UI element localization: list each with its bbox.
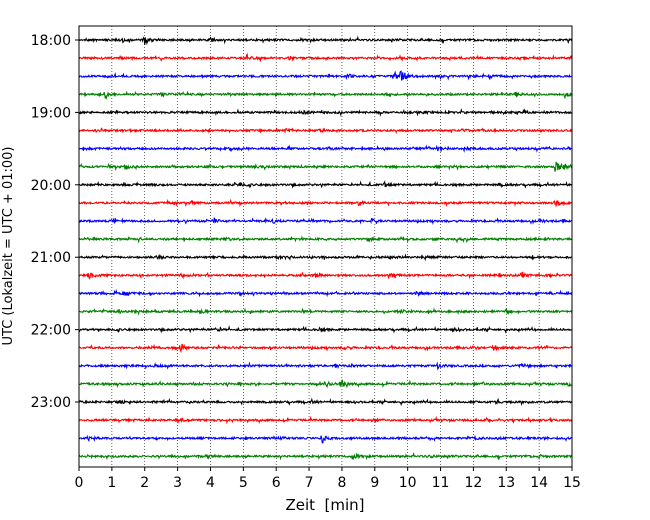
- trace-1830: [78, 70, 573, 81]
- seismic-traces: [78, 35, 573, 461]
- trace-2300: [78, 397, 572, 407]
- y-axis-label: UTC (Lokalzeit = UTC + 01:00): [1, 147, 16, 346]
- y-tick-label-2100: 21:00: [31, 250, 71, 266]
- x-tick-label-6: 6: [272, 475, 281, 491]
- x-tick-label-9: 9: [370, 475, 379, 491]
- x-axis-label: Zeit [min]: [285, 496, 364, 514]
- trace-1845: [78, 90, 573, 100]
- x-tick-label-8: 8: [337, 475, 346, 491]
- trace-2045: [78, 235, 573, 244]
- plot-frame: [78, 25, 573, 468]
- x-tick-label-3: 3: [173, 475, 182, 491]
- y-tick-label-2200: 22:00: [31, 323, 71, 339]
- y-tick-label-2000: 20:00: [31, 178, 71, 194]
- y-tick-label-1800: 18:00: [31, 33, 71, 49]
- trace-2100: [79, 253, 573, 262]
- trace-2200: [78, 325, 573, 334]
- trace-1915: [78, 127, 573, 135]
- x-tick-label-4: 4: [206, 475, 215, 491]
- x-tick-label-11: 11: [432, 475, 450, 491]
- y-tick-label-1900: 19:00: [31, 105, 71, 121]
- trace-2230: [78, 361, 573, 371]
- trace-1945: [78, 161, 573, 172]
- trace-2145: [78, 307, 573, 316]
- trace-1815: [78, 52, 573, 63]
- trace-1800: [78, 35, 573, 46]
- x-tick-label-2: 2: [140, 475, 149, 491]
- x-tick-label-14: 14: [530, 475, 548, 491]
- trace-2245: [78, 379, 573, 389]
- trace-2015: [78, 198, 573, 208]
- trace-2315: [78, 415, 573, 425]
- vertical-gridlines: [111, 26, 540, 467]
- trace-2115: [78, 271, 573, 280]
- y-tick-label-2300: 23:00: [31, 395, 71, 411]
- y-axis-ticks: 18:00 19:00 20:00 21:00 22:00 23:00: [31, 33, 79, 411]
- trace-1930: [78, 144, 573, 153]
- x-axis-ticks: 0 1 2 3 4 5 6 7 8 9 10 11 12 13 14 15: [75, 467, 581, 491]
- x-tick-label-15: 15: [563, 475, 581, 491]
- trace-2215: [78, 343, 573, 354]
- x-tick-label-12: 12: [464, 475, 482, 491]
- x-tick-label-0: 0: [75, 475, 84, 491]
- trace-2030: [78, 217, 573, 225]
- x-tick-label-10: 10: [399, 475, 417, 491]
- x-tick-label-1: 1: [107, 475, 116, 491]
- trace-2130: [78, 288, 573, 298]
- trace-2330: [78, 434, 573, 444]
- x-tick-label-13: 13: [497, 475, 515, 491]
- trace-2000: [78, 180, 573, 189]
- x-tick-label-5: 5: [239, 475, 248, 491]
- trace-2345: [78, 451, 573, 461]
- trace-1900: [78, 108, 573, 117]
- x-tick-label-7: 7: [305, 475, 314, 491]
